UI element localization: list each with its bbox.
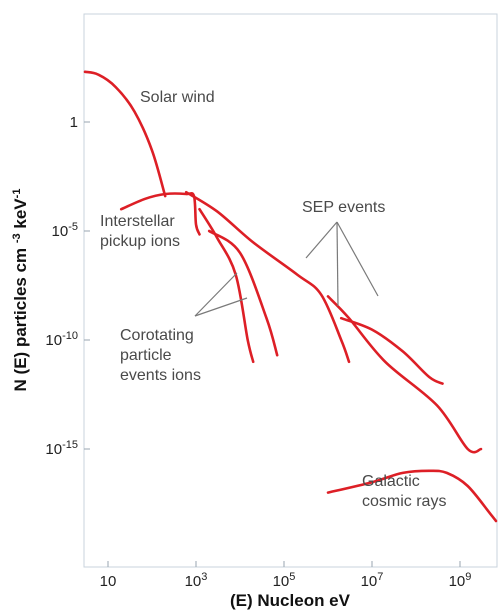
pointer-line [336,221,379,297]
series-4-curve [184,190,351,364]
y-axis-title: N (E) particles cm -3 keV-1 [11,189,30,392]
data-curves [83,70,498,523]
series-1-curve [119,191,201,236]
annotations: Solar wind Interstellar pickup ions SEP eve… [100,89,446,510]
axis-ticks [84,121,461,567]
galactic-label: Galactic cosmic rays [362,473,446,510]
x-tick-label: 105 [273,571,296,590]
series-0-curve [83,70,167,198]
series-5-curve [326,295,483,454]
plot-frame [83,13,498,568]
series-7-curve [326,469,498,523]
pointer-line [336,221,339,307]
x-tick-label: 109 [449,571,472,590]
x-tick-labels: 10 103 105 107 109 [100,571,472,590]
interstellar-label: Interstellar pickup ions [100,213,180,250]
annotation-pointers [194,221,379,317]
series-6-curve [339,316,444,385]
x-tick-label: 107 [361,571,384,590]
pointer-line [194,297,248,317]
solar-wind-label: Solar wind [140,89,215,106]
y-tick-label: 10-15 [45,439,78,458]
series-3-curve [207,229,279,357]
x-tick-label: 10 [100,573,117,590]
x-axis-title: (E) Nucleon eV [230,591,351,610]
series-2-curve [198,207,255,364]
x-tick-label: 103 [185,571,208,590]
sep-label: SEP events [302,199,385,216]
corotating-label: Corotating particle events ions [120,327,201,384]
pointer-line [305,221,338,259]
y-tick-label: 10-5 [52,221,78,240]
pointer-line [194,272,238,317]
y-tick-labels: 1 10-5 10-10 10-15 [45,114,78,458]
y-tick-label: 1 [70,114,78,131]
y-tick-label: 10-10 [45,330,78,349]
